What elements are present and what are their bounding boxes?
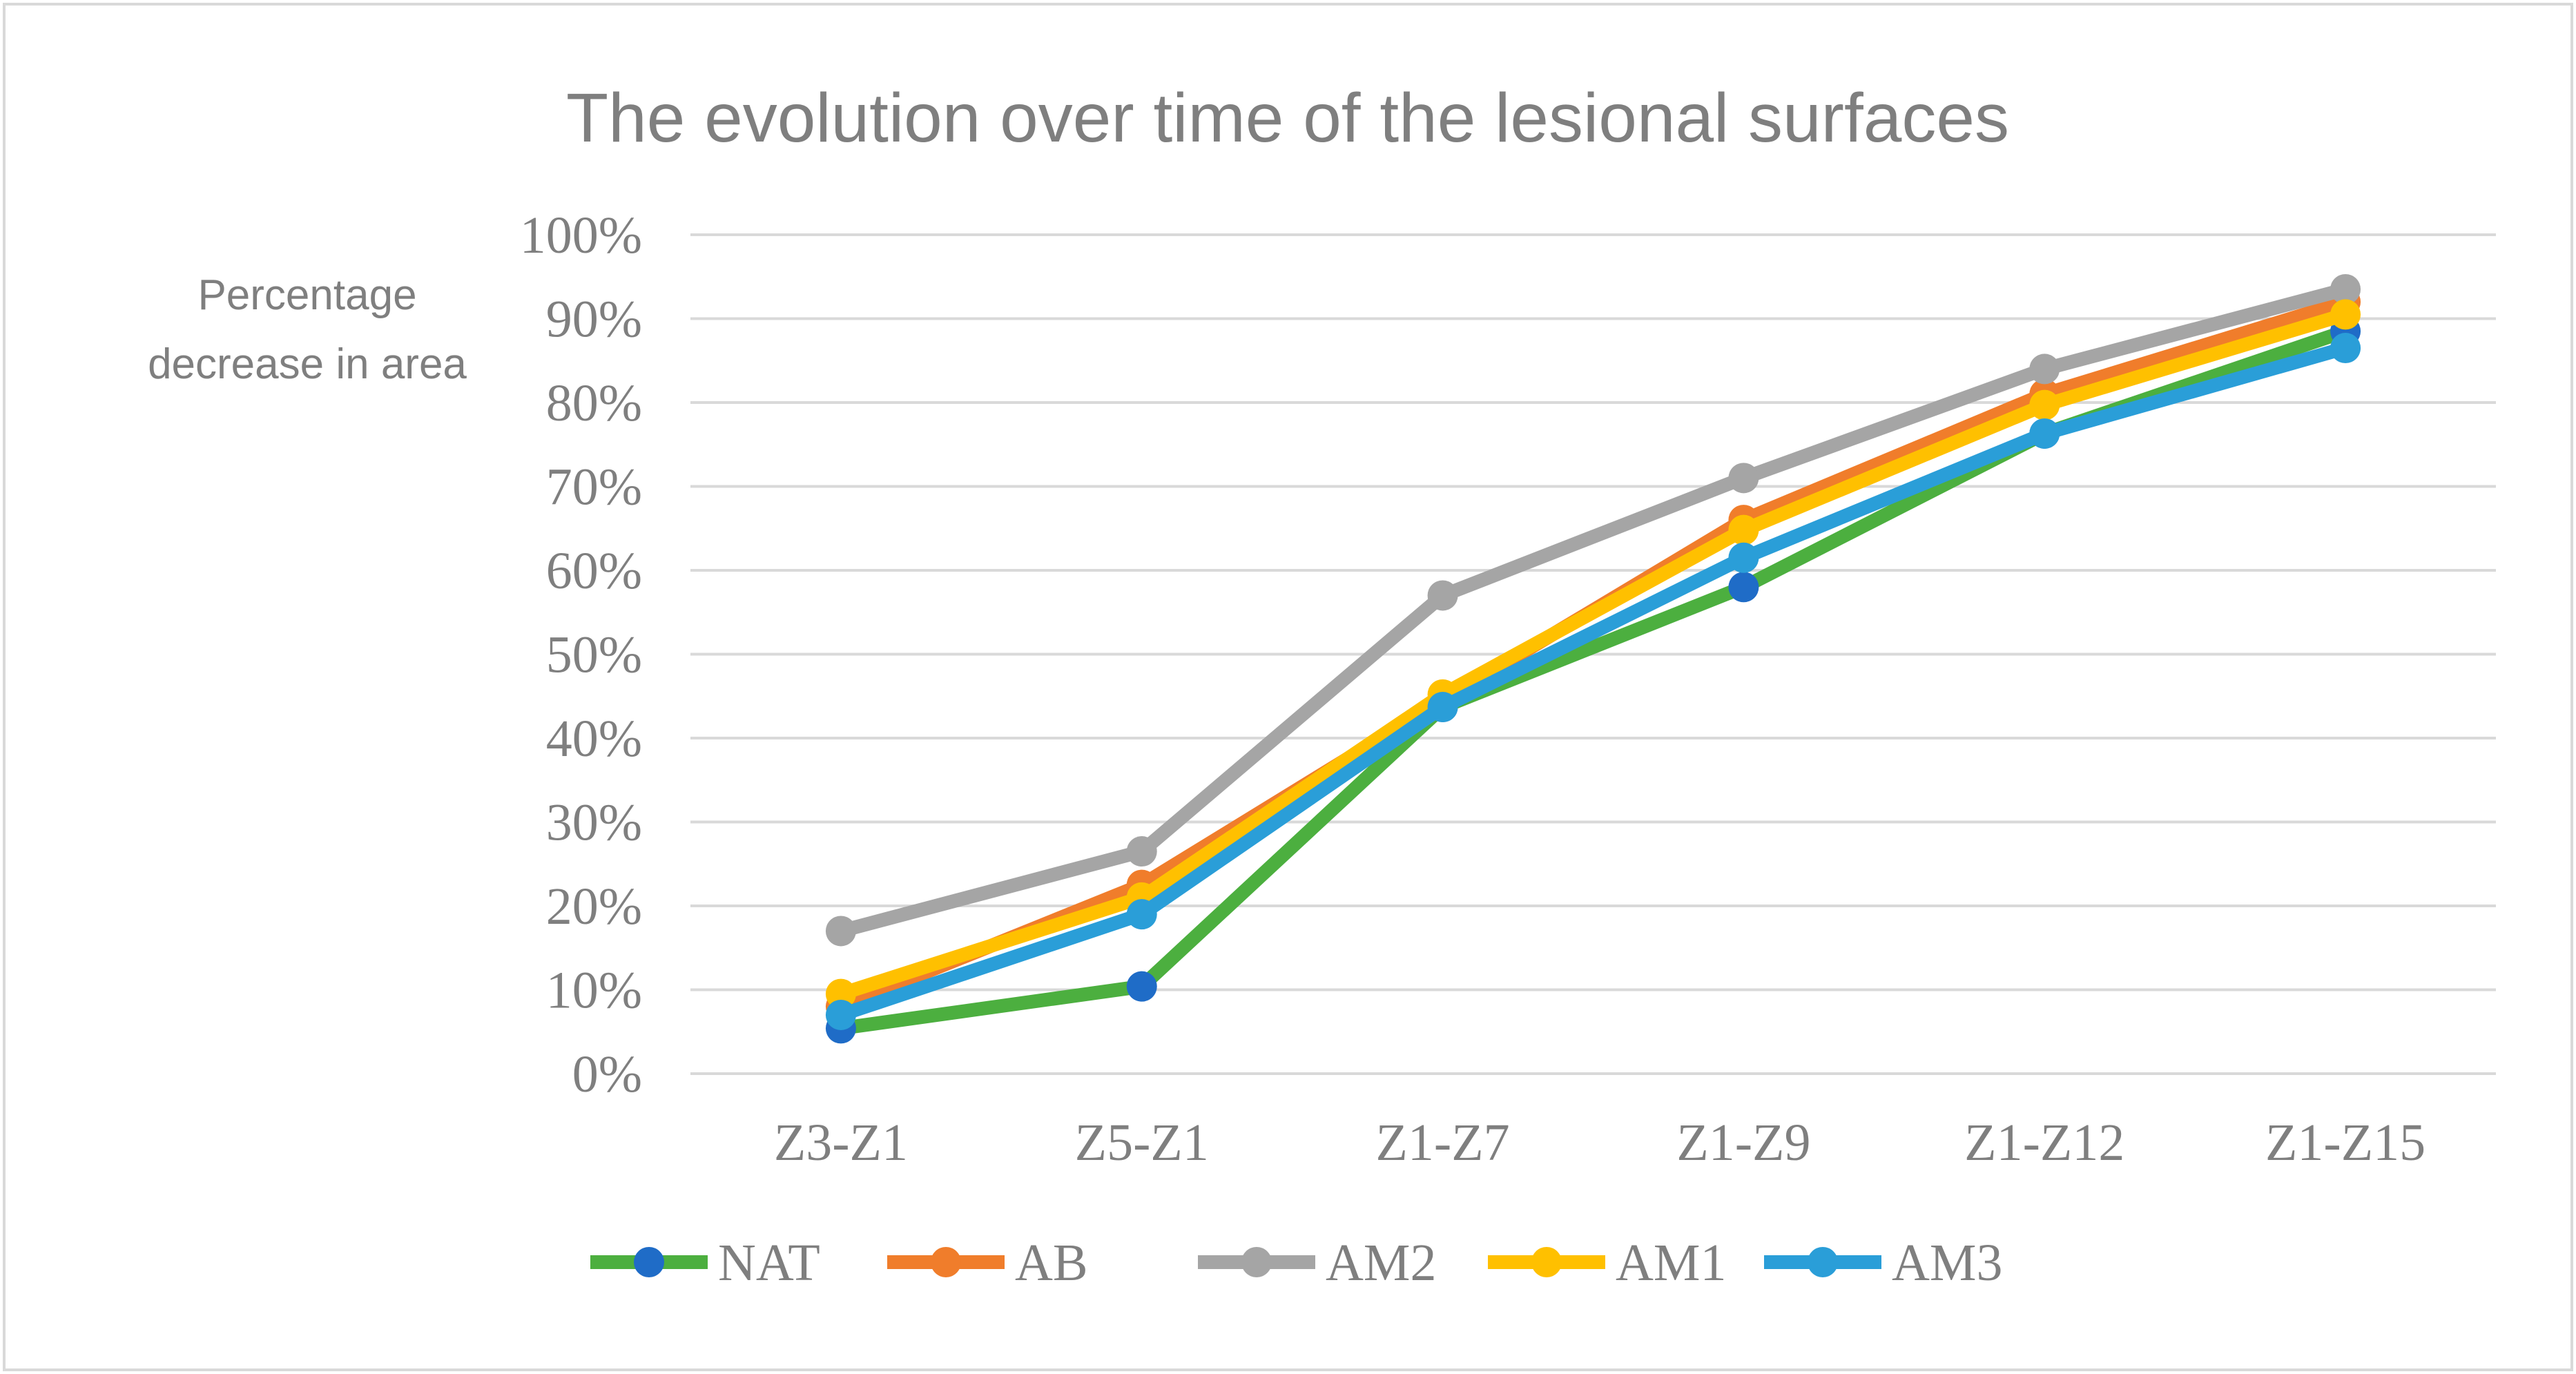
series-line-am3 bbox=[833, 341, 2353, 1022]
y-tick-label: 80% bbox=[546, 374, 642, 432]
legend-swatch-marker bbox=[1241, 1247, 1272, 1277]
chart-border bbox=[3, 3, 2573, 1371]
series-am1 bbox=[825, 299, 2361, 1009]
data-point-am2 bbox=[2029, 354, 2060, 385]
series-group bbox=[825, 273, 2361, 1044]
x-tick-label: Z1-Z7 bbox=[1376, 1114, 1510, 1172]
y-tick-label: 20% bbox=[546, 878, 642, 936]
y-axis-ticks: 0% 10% 20% 30% 40% 50% 60% 70% 80% 90% 100% bbox=[520, 206, 642, 1103]
data-point-am3 bbox=[825, 999, 856, 1030]
legend: NAT AB AM2 AM1 AM3 bbox=[590, 1234, 2002, 1292]
legend-item-am2: AM2 bbox=[1198, 1234, 1436, 1292]
y-axis-label-line2: decrease in area bbox=[148, 340, 467, 388]
data-point-am3 bbox=[2029, 418, 2060, 449]
x-tick-label: Z5-Z1 bbox=[1075, 1114, 1209, 1172]
data-point-am2 bbox=[1427, 580, 1458, 611]
x-tick-label: Z3-Z1 bbox=[774, 1114, 908, 1172]
series-am2 bbox=[825, 273, 2361, 947]
legend-swatch-marker bbox=[634, 1247, 664, 1277]
y-tick-label: 100% bbox=[520, 206, 642, 264]
y-tick-label: 40% bbox=[546, 710, 642, 768]
data-point-am2 bbox=[1728, 463, 1759, 494]
legend-item-nat: NAT bbox=[590, 1234, 820, 1292]
legend-swatch-marker bbox=[1531, 1247, 1562, 1277]
y-tick-label: 10% bbox=[546, 962, 642, 1020]
data-point-am1 bbox=[2029, 389, 2060, 420]
chart-title: The evolution over time of the lesional … bbox=[566, 79, 2009, 157]
legend-label: AB bbox=[1015, 1234, 1088, 1292]
y-tick-label: 50% bbox=[546, 626, 642, 684]
data-point-am2 bbox=[825, 916, 856, 947]
gridlines bbox=[690, 233, 2496, 1075]
y-axis-label: Percentage decrease in area bbox=[148, 271, 467, 388]
data-point-am3 bbox=[1728, 542, 1759, 573]
legend-label: NAT bbox=[718, 1234, 820, 1292]
legend-swatch-marker bbox=[1808, 1247, 1838, 1277]
data-point-am1 bbox=[1728, 514, 1759, 545]
y-tick-label: 60% bbox=[546, 542, 642, 600]
y-axis-label-line1: Percentage bbox=[197, 271, 416, 319]
y-tick-label: 0% bbox=[572, 1045, 642, 1103]
series-line-am2 bbox=[833, 282, 2353, 938]
data-point-nat bbox=[1126, 971, 1157, 1002]
legend-swatch-marker bbox=[931, 1247, 961, 1277]
legend-item-am1: AM1 bbox=[1488, 1234, 1726, 1292]
x-tick-label: Z1-Z9 bbox=[1676, 1114, 1810, 1172]
data-point-am1 bbox=[825, 978, 856, 1009]
y-tick-label: 30% bbox=[546, 794, 642, 852]
legend-item-am3: AM3 bbox=[1764, 1234, 2002, 1292]
x-axis-ticks: Z3-Z1 Z5-Z1 Z1-Z7 Z1-Z9 Z1-Z12 Z1-Z15 bbox=[774, 1114, 2425, 1172]
data-point-am3 bbox=[1126, 899, 1157, 930]
legend-label: AM1 bbox=[1616, 1234, 1726, 1292]
series-line-am1 bbox=[833, 307, 2353, 1001]
x-tick-label: Z1-Z15 bbox=[2265, 1114, 2425, 1172]
series-am3 bbox=[825, 333, 2361, 1030]
y-tick-label: 70% bbox=[546, 458, 642, 516]
x-tick-label: Z1-Z12 bbox=[1964, 1114, 2124, 1172]
legend-item-ab: AB bbox=[887, 1234, 1088, 1292]
legend-label: AM3 bbox=[1892, 1234, 2002, 1292]
legend-label: AM2 bbox=[1326, 1234, 1436, 1292]
data-point-am3 bbox=[2330, 333, 2361, 364]
y-tick-label: 90% bbox=[546, 291, 642, 349]
data-point-am1 bbox=[2330, 299, 2361, 330]
data-point-am3 bbox=[1427, 692, 1458, 723]
data-point-am2 bbox=[1126, 836, 1157, 867]
data-point-nat bbox=[1728, 572, 1759, 603]
data-point-am2 bbox=[2330, 273, 2361, 304]
